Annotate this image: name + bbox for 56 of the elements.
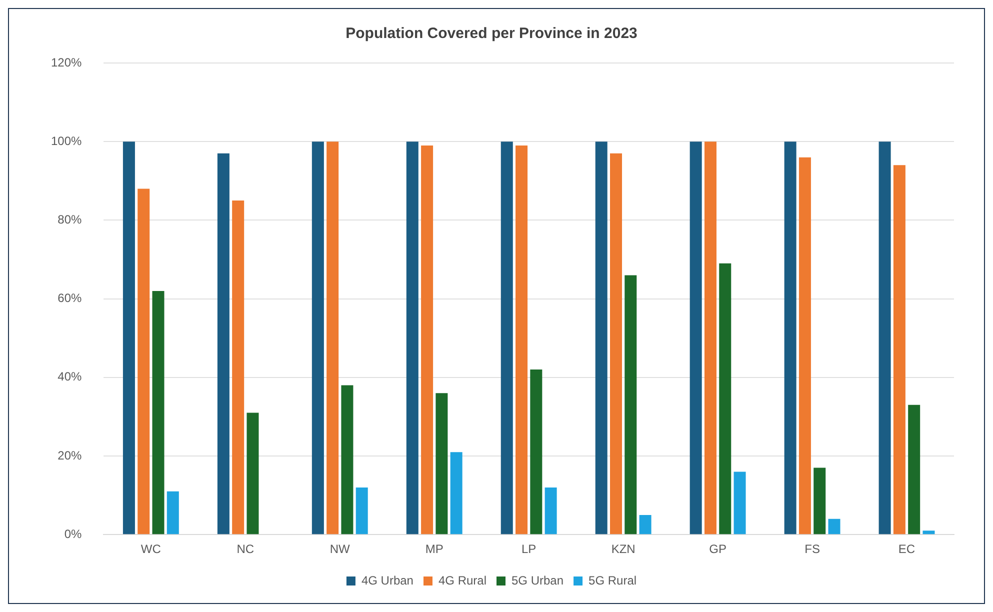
bar bbox=[246, 412, 259, 534]
y-tick-label: 120% bbox=[50, 55, 82, 70]
x-tick-label: FS bbox=[804, 542, 820, 556]
bar bbox=[878, 142, 891, 534]
y-tick-label: 40% bbox=[58, 370, 82, 384]
bar bbox=[784, 142, 796, 534]
y-tick-label: 60% bbox=[58, 291, 82, 306]
y-tick-label: 80% bbox=[58, 212, 82, 227]
bar bbox=[734, 472, 746, 534]
bar bbox=[624, 275, 637, 534]
legend-label: 5G Rural bbox=[588, 573, 637, 588]
bar bbox=[908, 404, 920, 534]
bar bbox=[312, 142, 324, 534]
bar bbox=[719, 263, 732, 534]
bar bbox=[544, 487, 557, 534]
x-tick-label: NW bbox=[330, 542, 351, 556]
bar bbox=[217, 153, 230, 534]
chart-title: Population Covered per Province in 2023 bbox=[346, 25, 638, 42]
bar bbox=[450, 452, 462, 534]
y-tick-label: 0% bbox=[64, 526, 82, 541]
bar bbox=[704, 142, 716, 534]
y-tick-label: 100% bbox=[50, 134, 82, 148]
bar bbox=[922, 530, 935, 534]
bar bbox=[341, 385, 354, 534]
bar bbox=[356, 487, 368, 534]
x-tick-label: MP bbox=[425, 542, 444, 556]
x-tick-label: LP bbox=[522, 542, 536, 556]
bar bbox=[122, 142, 135, 534]
bar bbox=[516, 146, 528, 534]
x-tick-label: NC bbox=[236, 542, 254, 556]
bar bbox=[690, 142, 702, 534]
bar bbox=[166, 491, 179, 534]
y-tick-label: 20% bbox=[58, 448, 82, 462]
legend-label: 4G Rural bbox=[438, 573, 487, 588]
bar bbox=[138, 188, 150, 534]
bar bbox=[798, 157, 811, 534]
x-tick-label: KZN bbox=[611, 542, 636, 556]
bar bbox=[610, 153, 622, 534]
x-tick-label: EC bbox=[898, 542, 916, 556]
bar bbox=[152, 290, 164, 534]
bar bbox=[893, 165, 906, 534]
x-tick-label: WC bbox=[140, 542, 162, 556]
bar bbox=[500, 142, 513, 534]
legend-label: 5G Urban bbox=[512, 573, 564, 588]
bar bbox=[232, 200, 244, 534]
bar bbox=[421, 146, 434, 534]
bar bbox=[326, 142, 339, 534]
bar bbox=[828, 518, 840, 534]
bar bbox=[814, 468, 826, 534]
bar bbox=[639, 514, 652, 534]
legend-label: 4G Urban bbox=[361, 573, 414, 588]
bar bbox=[530, 370, 542, 534]
x-tick-label: GP bbox=[709, 542, 726, 556]
bar bbox=[406, 142, 418, 534]
bar bbox=[436, 393, 448, 534]
bar bbox=[595, 142, 608, 534]
